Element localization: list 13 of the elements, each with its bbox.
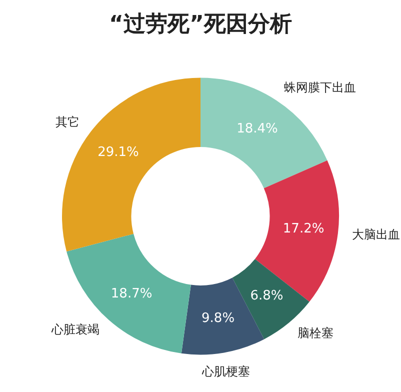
slice-label: 脑栓塞 xyxy=(298,326,334,340)
slice-label: 蛛网膜下出血 xyxy=(284,80,356,95)
slice-label: 心肌梗塞 xyxy=(201,364,250,379)
data-label: 29.1% xyxy=(98,145,139,160)
slice-label: 大脑出血 xyxy=(352,227,400,242)
data-label: 18.4% xyxy=(236,122,278,137)
data-label: 6.8% xyxy=(250,288,284,304)
chart-title: “过劳死”死因分析 xyxy=(109,12,292,37)
slice-label: 其它 xyxy=(56,115,80,130)
data-label: 9.8% xyxy=(202,310,235,326)
data-label: 18.7% xyxy=(110,286,152,302)
data-label: 17.2% xyxy=(282,222,324,237)
slice-label: 心脏衰竭 xyxy=(50,322,100,336)
